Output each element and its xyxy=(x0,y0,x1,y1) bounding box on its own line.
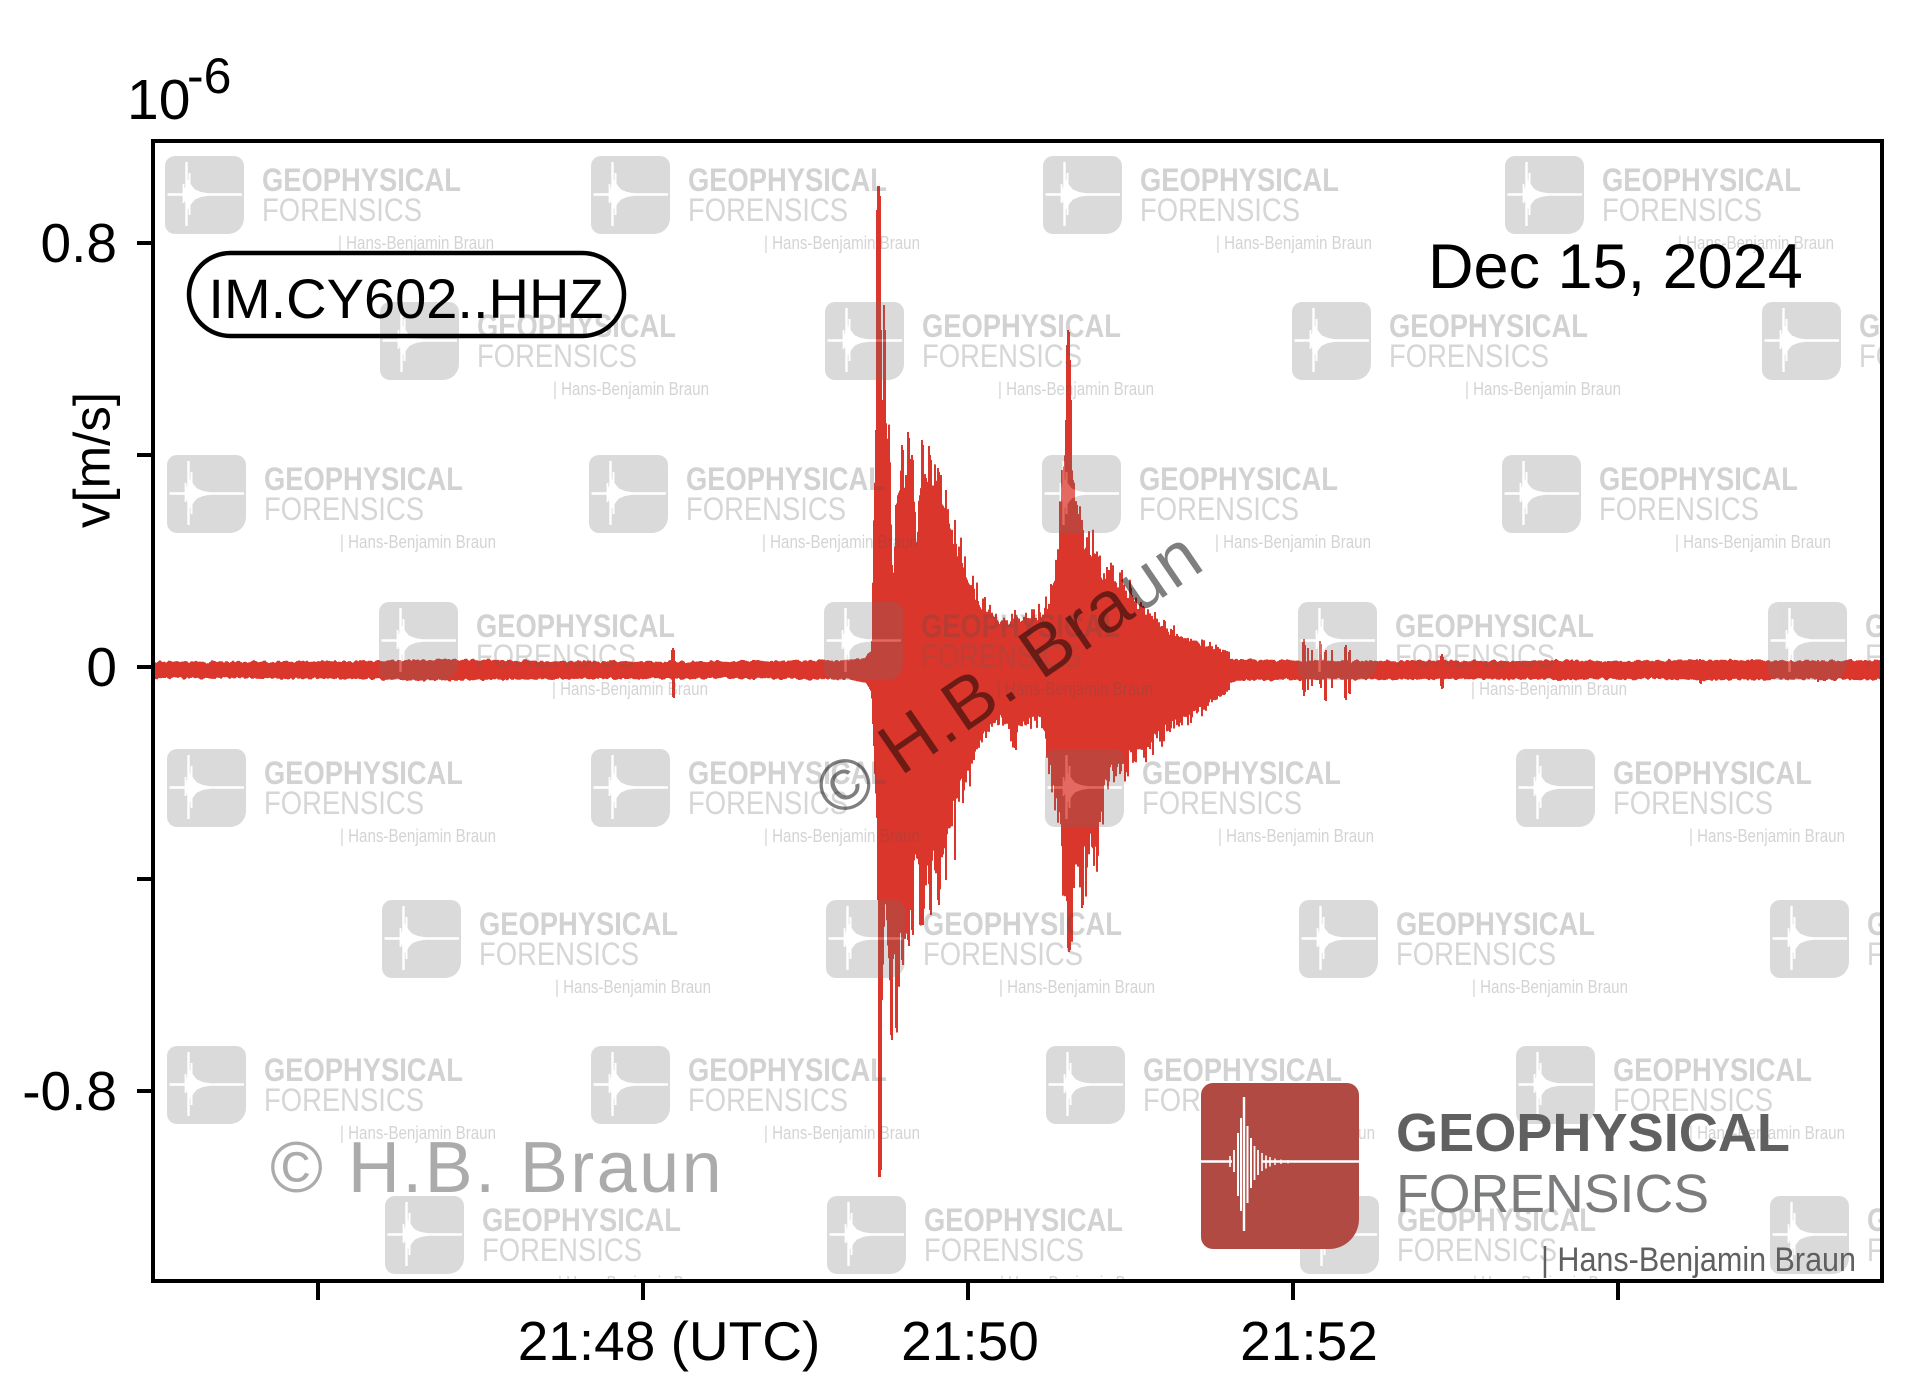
svg-text:0.8: 0.8 xyxy=(41,212,117,274)
svg-text:IM.CY602..HHZ: IM.CY602..HHZ xyxy=(208,267,603,330)
svg-text:21:52: 21:52 xyxy=(1240,1310,1378,1372)
svg-text:21:48 (UTC): 21:48 (UTC) xyxy=(518,1310,821,1372)
svg-text:10: 10 xyxy=(127,68,190,132)
svg-text:GEOPHYSICAL: GEOPHYSICAL xyxy=(1396,1103,1790,1163)
svg-text:© H.B. Braun: © H.B. Braun xyxy=(270,1128,724,1208)
svg-text:0: 0 xyxy=(86,636,117,698)
svg-text:v[m/s]: v[m/s] xyxy=(63,392,120,528)
svg-text:-0.8: -0.8 xyxy=(22,1060,117,1122)
svg-text:| Hans-Benjamin Braun: | Hans-Benjamin Braun xyxy=(1541,1241,1856,1279)
svg-text:FORENSICS: FORENSICS xyxy=(1396,1164,1709,1224)
svg-text:Dec 15, 2024: Dec 15, 2024 xyxy=(1428,232,1803,302)
svg-text:-6: -6 xyxy=(187,48,231,104)
svg-text:21:50: 21:50 xyxy=(901,1310,1039,1372)
